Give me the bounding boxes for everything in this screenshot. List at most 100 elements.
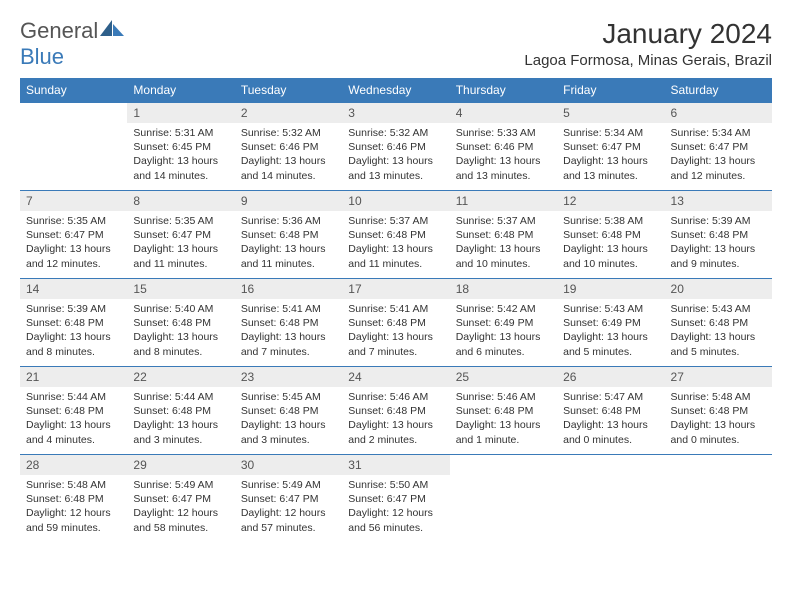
day-number: 16 xyxy=(235,279,342,299)
calendar-day-cell: 10Sunrise: 5:37 AMSunset: 6:48 PMDayligh… xyxy=(342,191,449,279)
day-number: 21 xyxy=(20,367,127,387)
day-details: Sunrise: 5:44 AMSunset: 6:48 PMDaylight:… xyxy=(20,387,127,452)
sunset-text: Sunset: 6:48 PM xyxy=(563,228,658,242)
day-number: 9 xyxy=(235,191,342,211)
calendar-day-cell: 19Sunrise: 5:43 AMSunset: 6:49 PMDayligh… xyxy=(557,279,664,367)
sunrise-text: Sunrise: 5:41 AM xyxy=(348,302,443,316)
sunrise-text: Sunrise: 5:37 AM xyxy=(456,214,551,228)
logo-sail-icon xyxy=(98,18,126,38)
daylight-text: Daylight: 13 hours and 4 minutes. xyxy=(26,418,121,446)
logo: General Blue xyxy=(20,18,126,70)
calendar-week-row: 21Sunrise: 5:44 AMSunset: 6:48 PMDayligh… xyxy=(20,367,772,455)
sunrise-text: Sunrise: 5:34 AM xyxy=(671,126,766,140)
daylight-text: Daylight: 13 hours and 12 minutes. xyxy=(671,154,766,182)
title-block: January 2024 Lagoa Formosa, Minas Gerais… xyxy=(524,18,772,69)
weekday-header: Thursday xyxy=(450,78,557,103)
day-details: Sunrise: 5:48 AMSunset: 6:48 PMDaylight:… xyxy=(20,475,127,540)
calendar-week-row: 14Sunrise: 5:39 AMSunset: 6:48 PMDayligh… xyxy=(20,279,772,367)
calendar-day-cell xyxy=(450,455,557,543)
day-details: Sunrise: 5:38 AMSunset: 6:48 PMDaylight:… xyxy=(557,211,664,276)
calendar-day-cell: 1Sunrise: 5:31 AMSunset: 6:45 PMDaylight… xyxy=(127,103,234,191)
calendar-day-cell: 29Sunrise: 5:49 AMSunset: 6:47 PMDayligh… xyxy=(127,455,234,543)
calendar-day-cell: 15Sunrise: 5:40 AMSunset: 6:48 PMDayligh… xyxy=(127,279,234,367)
day-details: Sunrise: 5:35 AMSunset: 6:47 PMDaylight:… xyxy=(127,211,234,276)
daylight-text: Daylight: 13 hours and 14 minutes. xyxy=(241,154,336,182)
sunrise-text: Sunrise: 5:48 AM xyxy=(671,390,766,404)
day-details: Sunrise: 5:50 AMSunset: 6:47 PMDaylight:… xyxy=(342,475,449,540)
day-number: 17 xyxy=(342,279,449,299)
calendar-day-cell: 3Sunrise: 5:32 AMSunset: 6:46 PMDaylight… xyxy=(342,103,449,191)
weekday-header: Wednesday xyxy=(342,78,449,103)
daylight-text: Daylight: 13 hours and 7 minutes. xyxy=(241,330,336,358)
calendar-day-cell: 8Sunrise: 5:35 AMSunset: 6:47 PMDaylight… xyxy=(127,191,234,279)
location: Lagoa Formosa, Minas Gerais, Brazil xyxy=(524,52,772,69)
day-details: Sunrise: 5:43 AMSunset: 6:48 PMDaylight:… xyxy=(665,299,772,364)
sunset-text: Sunset: 6:47 PM xyxy=(348,492,443,506)
day-number: 10 xyxy=(342,191,449,211)
sunset-text: Sunset: 6:46 PM xyxy=(348,140,443,154)
weekday-header: Sunday xyxy=(20,78,127,103)
day-details: Sunrise: 5:49 AMSunset: 6:47 PMDaylight:… xyxy=(235,475,342,540)
sunrise-text: Sunrise: 5:33 AM xyxy=(456,126,551,140)
weekday-header: Saturday xyxy=(665,78,772,103)
day-details: Sunrise: 5:41 AMSunset: 6:48 PMDaylight:… xyxy=(235,299,342,364)
calendar-day-cell: 17Sunrise: 5:41 AMSunset: 6:48 PMDayligh… xyxy=(342,279,449,367)
sunrise-text: Sunrise: 5:32 AM xyxy=(241,126,336,140)
day-number: 11 xyxy=(450,191,557,211)
calendar-day-cell: 4Sunrise: 5:33 AMSunset: 6:46 PMDaylight… xyxy=(450,103,557,191)
day-details: Sunrise: 5:39 AMSunset: 6:48 PMDaylight:… xyxy=(20,299,127,364)
sunrise-text: Sunrise: 5:46 AM xyxy=(348,390,443,404)
sunset-text: Sunset: 6:48 PM xyxy=(671,228,766,242)
day-number: 23 xyxy=(235,367,342,387)
weekday-header: Friday xyxy=(557,78,664,103)
daylight-text: Daylight: 13 hours and 11 minutes. xyxy=(348,242,443,270)
day-number: 2 xyxy=(235,103,342,123)
sunrise-text: Sunrise: 5:34 AM xyxy=(563,126,658,140)
daylight-text: Daylight: 13 hours and 10 minutes. xyxy=(563,242,658,270)
weekday-header: Monday xyxy=(127,78,234,103)
calendar-week-row: 7Sunrise: 5:35 AMSunset: 6:47 PMDaylight… xyxy=(20,191,772,279)
calendar-day-cell: 22Sunrise: 5:44 AMSunset: 6:48 PMDayligh… xyxy=(127,367,234,455)
calendar-day-cell: 6Sunrise: 5:34 AMSunset: 6:47 PMDaylight… xyxy=(665,103,772,191)
day-number: 13 xyxy=(665,191,772,211)
sunrise-text: Sunrise: 5:41 AM xyxy=(241,302,336,316)
sunset-text: Sunset: 6:48 PM xyxy=(348,228,443,242)
calendar-day-cell: 11Sunrise: 5:37 AMSunset: 6:48 PMDayligh… xyxy=(450,191,557,279)
day-number: 4 xyxy=(450,103,557,123)
sunset-text: Sunset: 6:48 PM xyxy=(348,404,443,418)
daylight-text: Daylight: 13 hours and 5 minutes. xyxy=(563,330,658,358)
calendar-day-cell: 2Sunrise: 5:32 AMSunset: 6:46 PMDaylight… xyxy=(235,103,342,191)
daylight-text: Daylight: 13 hours and 6 minutes. xyxy=(456,330,551,358)
sunset-text: Sunset: 6:48 PM xyxy=(26,492,121,506)
header: General Blue January 2024 Lagoa Formosa,… xyxy=(20,18,772,70)
day-number: 19 xyxy=(557,279,664,299)
calendar-day-cell: 30Sunrise: 5:49 AMSunset: 6:47 PMDayligh… xyxy=(235,455,342,543)
calendar-day-cell: 18Sunrise: 5:42 AMSunset: 6:49 PMDayligh… xyxy=(450,279,557,367)
day-details: Sunrise: 5:31 AMSunset: 6:45 PMDaylight:… xyxy=(127,123,234,188)
day-number: 1 xyxy=(127,103,234,123)
daylight-text: Daylight: 13 hours and 3 minutes. xyxy=(241,418,336,446)
day-details: Sunrise: 5:47 AMSunset: 6:48 PMDaylight:… xyxy=(557,387,664,452)
sunset-text: Sunset: 6:46 PM xyxy=(456,140,551,154)
day-details: Sunrise: 5:32 AMSunset: 6:46 PMDaylight:… xyxy=(342,123,449,188)
daylight-text: Daylight: 13 hours and 1 minute. xyxy=(456,418,551,446)
sunset-text: Sunset: 6:48 PM xyxy=(563,404,658,418)
day-number: 14 xyxy=(20,279,127,299)
sunset-text: Sunset: 6:47 PM xyxy=(26,228,121,242)
sunset-text: Sunset: 6:48 PM xyxy=(671,404,766,418)
daylight-text: Daylight: 13 hours and 8 minutes. xyxy=(26,330,121,358)
daylight-text: Daylight: 13 hours and 8 minutes. xyxy=(133,330,228,358)
daylight-text: Daylight: 13 hours and 13 minutes. xyxy=(563,154,658,182)
day-details: Sunrise: 5:48 AMSunset: 6:48 PMDaylight:… xyxy=(665,387,772,452)
sunrise-text: Sunrise: 5:43 AM xyxy=(671,302,766,316)
sunset-text: Sunset: 6:48 PM xyxy=(241,228,336,242)
sunrise-text: Sunrise: 5:36 AM xyxy=(241,214,336,228)
daylight-text: Daylight: 13 hours and 14 minutes. xyxy=(133,154,228,182)
day-details: Sunrise: 5:36 AMSunset: 6:48 PMDaylight:… xyxy=(235,211,342,276)
sunset-text: Sunset: 6:48 PM xyxy=(671,316,766,330)
day-number: 8 xyxy=(127,191,234,211)
weekday-header: Tuesday xyxy=(235,78,342,103)
calendar-day-cell: 27Sunrise: 5:48 AMSunset: 6:48 PMDayligh… xyxy=(665,367,772,455)
sunrise-text: Sunrise: 5:39 AM xyxy=(671,214,766,228)
calendar-day-cell: 9Sunrise: 5:36 AMSunset: 6:48 PMDaylight… xyxy=(235,191,342,279)
